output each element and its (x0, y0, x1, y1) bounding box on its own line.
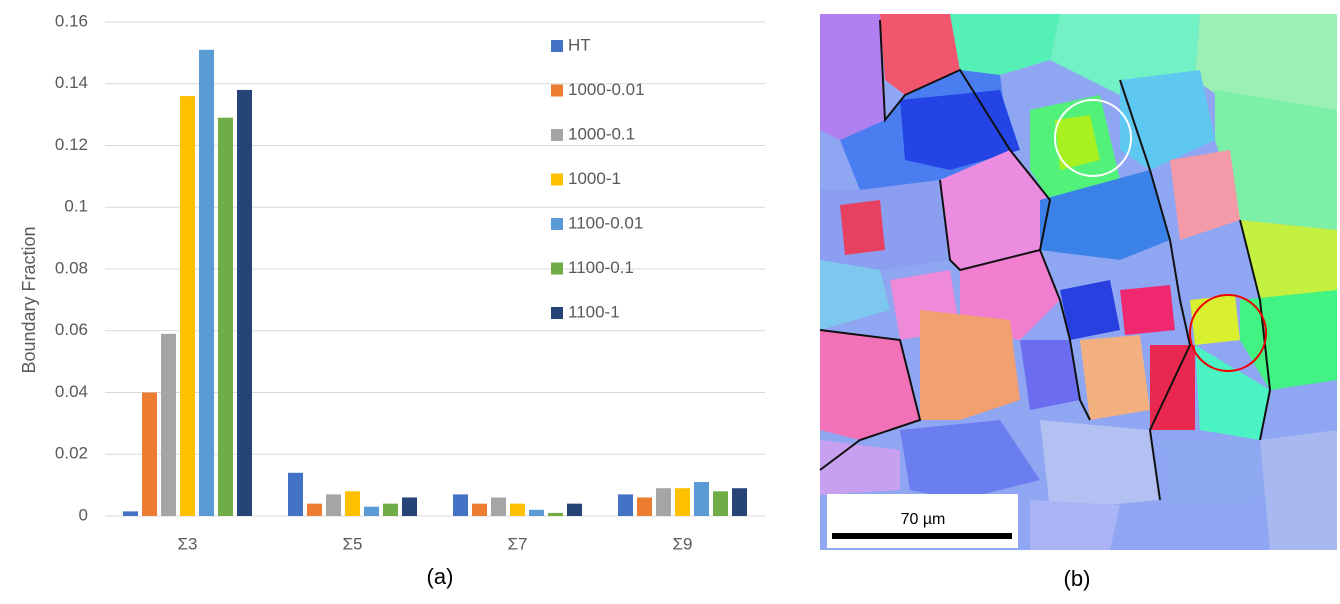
x-tick-label: Σ9 (673, 534, 693, 553)
bar (529, 509, 544, 516)
legend-swatch (551, 307, 563, 319)
y-tick-label: 0.16 (55, 11, 88, 30)
legend-label: 1000-1 (568, 169, 621, 188)
y-tick-label: 0.12 (55, 135, 88, 154)
bar (237, 89, 252, 517)
legend-label: 1000-0.1 (568, 124, 635, 143)
bar (288, 472, 303, 516)
panel-label: (b) (1064, 566, 1091, 591)
bar (732, 488, 747, 516)
bar (637, 497, 652, 516)
legend-swatch (551, 262, 563, 275)
bar (326, 494, 341, 516)
y-tick-label: 0.14 (55, 73, 88, 92)
bar (491, 497, 506, 516)
ebsd-map (819, 14, 1337, 550)
bar (618, 494, 633, 516)
y-tick-label: 0.1 (64, 197, 88, 216)
bar (364, 506, 379, 516)
x-tick-label: Σ7 (508, 534, 528, 553)
bar (567, 503, 582, 516)
legend-swatch (551, 40, 563, 52)
bar (694, 482, 709, 516)
bar (402, 497, 417, 516)
legend-label: 1000-0.01 (568, 80, 645, 99)
y-tick-label: 0.06 (55, 320, 88, 339)
legend-label: 1100-0.1 (568, 258, 634, 277)
y-tick-label: 0 (79, 505, 88, 524)
bar (161, 333, 176, 516)
y-tick-label: 0.02 (55, 444, 88, 463)
bar (656, 488, 671, 516)
bar (713, 491, 728, 516)
legend-label: 1100-1 (568, 302, 620, 321)
legend-label: 1100-0.01 (568, 213, 643, 232)
bar (472, 503, 487, 516)
scale-bar-label: 70 µm (901, 511, 946, 528)
x-tick-label: Σ5 (343, 534, 363, 553)
bar (510, 503, 525, 516)
bar (123, 511, 138, 516)
bar (307, 503, 322, 516)
legend-swatch (551, 129, 563, 141)
y-tick-label: 0.04 (55, 382, 88, 401)
bar (548, 512, 563, 516)
y-tick-label: 0.08 (55, 258, 88, 277)
legend-swatch (551, 173, 563, 186)
bar (199, 49, 214, 516)
legend-swatch (551, 84, 563, 97)
bar (345, 491, 360, 516)
x-axis-label: (a) (427, 564, 454, 589)
legend-label: HT (568, 35, 591, 54)
bar (142, 392, 157, 516)
legend-swatch (551, 218, 563, 230)
bar (218, 117, 233, 517)
x-tick-label: Σ3 (178, 534, 198, 553)
bar (453, 494, 468, 516)
bar (180, 96, 195, 516)
bar (383, 503, 398, 516)
y-axis-label: Boundary Fraction (19, 226, 39, 373)
bar (675, 488, 690, 516)
